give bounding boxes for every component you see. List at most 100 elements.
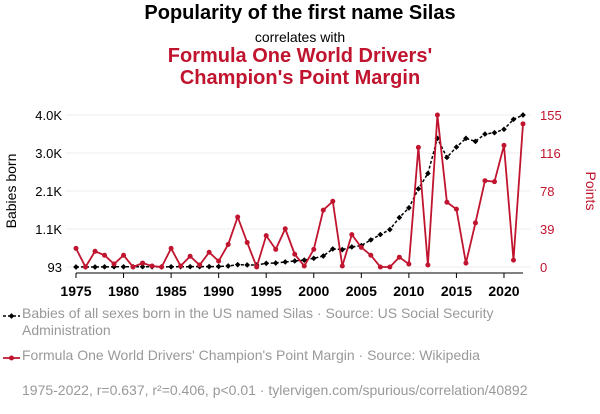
chart-title-2: Formula One World Drivers' Champion's Po…	[167, 45, 433, 89]
silas-data-point	[406, 205, 412, 211]
chart-subtitle: correlates with	[254, 29, 346, 45]
silas-data-point	[215, 263, 222, 270]
f1-data-point	[102, 252, 108, 258]
f1-data-point	[425, 262, 431, 268]
f1-data-point	[349, 232, 355, 238]
right-tick-label: 0	[540, 260, 547, 275]
left-tick-label: 93	[48, 260, 62, 275]
silas-data-point	[234, 261, 241, 268]
f1-data-point	[92, 248, 98, 254]
silas-data-point	[320, 253, 327, 259]
f1-data-point	[111, 261, 117, 267]
left-tick-label: 1.1K	[35, 222, 62, 237]
x-tick-label: 1995	[251, 283, 282, 299]
chart-title: Popularity of the first name Silas	[144, 2, 456, 24]
f1-data-point	[216, 258, 222, 264]
f1-data-point	[168, 245, 174, 251]
silas-data-point	[425, 170, 431, 177]
silas-data-point	[396, 214, 403, 221]
silas-data-point	[225, 263, 231, 269]
silas-data-point	[482, 131, 488, 137]
f1-data-point	[244, 239, 250, 245]
silas-data-point	[472, 138, 479, 145]
f1-data-point	[197, 262, 203, 268]
f1-data-point	[387, 264, 393, 270]
f1-data-point	[273, 246, 279, 252]
legend-marker-silas-point	[8, 313, 15, 319]
silas-data-point	[168, 263, 174, 270]
silas-data-point	[206, 263, 212, 270]
x-tick-label: 2000	[298, 283, 329, 299]
x-tick-label: 2005	[346, 283, 377, 299]
silas-data-point	[444, 154, 450, 161]
silas-data-point	[377, 231, 384, 238]
silas-data-point	[387, 226, 393, 233]
footer-stats: 1975-2022, r=0.637, r²=0.406, p<0.01 · t…	[22, 382, 528, 398]
f1-data-point	[292, 251, 298, 257]
f1-data-point	[377, 264, 383, 270]
silas-data-point	[187, 263, 193, 270]
f1-data-point	[225, 241, 231, 247]
f1-data-point	[358, 244, 364, 250]
f1-data-point	[130, 264, 136, 270]
f1-data-point	[434, 112, 440, 118]
f1-data-point	[121, 252, 127, 258]
silas-data-point	[415, 186, 422, 192]
f1-data-point	[301, 263, 307, 269]
f1-data-point	[415, 144, 421, 150]
silas-data-point	[329, 246, 336, 252]
silas-data-point	[282, 259, 289, 265]
silas-data-point	[272, 260, 279, 266]
f1-data-point	[235, 214, 241, 220]
f1-data-point	[140, 260, 146, 266]
silas-data-point	[139, 263, 146, 270]
f1-data-point	[406, 261, 412, 267]
f1-data-point	[149, 263, 155, 269]
silas-data-point	[520, 112, 526, 118]
silas-data-point	[501, 126, 507, 133]
f1-data-point	[206, 249, 212, 255]
f1-data-point	[178, 263, 184, 269]
left-tick-label: 3.0K	[35, 146, 62, 161]
left-tick-label: 4.0K	[35, 108, 62, 123]
left-tick-label: 2.1K	[35, 184, 62, 199]
f1-data-point	[339, 263, 345, 269]
f1-data-point	[453, 206, 459, 212]
x-tick-label: 2015	[441, 283, 472, 299]
silas-data-point	[73, 264, 79, 270]
silas-data-point	[291, 258, 298, 264]
f1-data-point	[311, 246, 317, 252]
silas-data-point	[463, 135, 469, 142]
f1-data-point	[396, 254, 402, 260]
f1-data-point	[510, 257, 516, 263]
silas-data-point	[120, 263, 127, 270]
silas-data-point	[453, 144, 460, 150]
f1-data-point	[444, 199, 450, 205]
silas-data-point	[491, 129, 498, 136]
left-axis-label: Babies born	[3, 154, 19, 229]
x-tick-label: 1990	[203, 283, 234, 299]
f1-data-point	[463, 260, 469, 266]
f1-data-point	[320, 207, 326, 213]
f1-data-point	[73, 245, 79, 251]
f1-data-point	[159, 264, 165, 270]
f1-data-point	[187, 253, 193, 259]
f1-data-point	[83, 264, 89, 270]
right-tick-label: 155	[540, 108, 562, 123]
f1-data-point	[491, 179, 497, 185]
silas-data-point	[101, 264, 108, 270]
silas-data-point	[301, 257, 308, 263]
silas-data-point	[310, 255, 317, 262]
right-tick-label: 116	[540, 146, 561, 161]
silas-data-point	[244, 262, 251, 268]
legend-marker-f1-point	[9, 355, 14, 361]
f1-data-point	[472, 220, 478, 226]
x-tick-label: 2010	[393, 283, 424, 299]
silas-data-point	[348, 244, 355, 250]
x-tick-label: 1980	[108, 283, 139, 299]
f1-data-point	[520, 121, 526, 127]
silas-data-point	[263, 260, 270, 267]
f1-data-point	[263, 233, 269, 239]
f1-data-point	[368, 252, 374, 258]
